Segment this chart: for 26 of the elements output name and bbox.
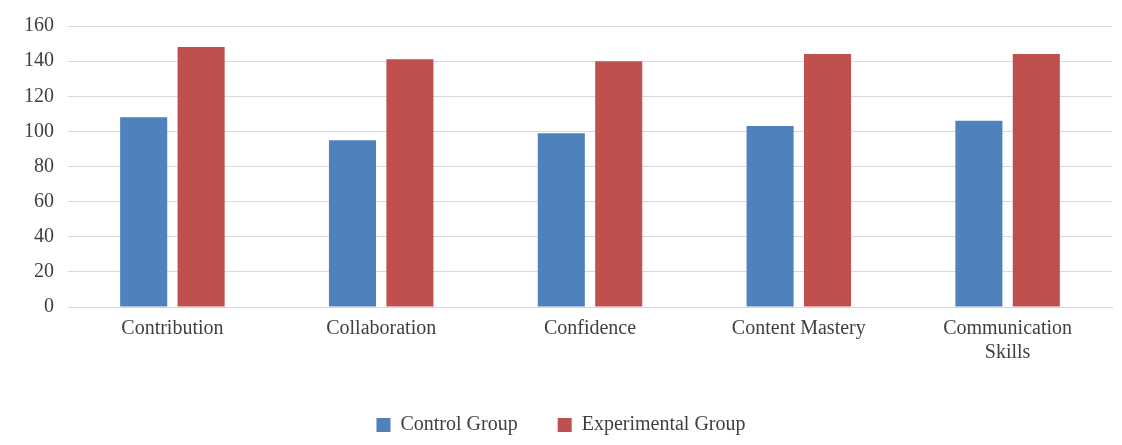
bar — [537, 133, 585, 307]
x-tick-label: Communication Skills — [943, 316, 1073, 363]
y-tick-label: 0 — [44, 294, 54, 317]
y-tick-label: 80 — [34, 153, 54, 176]
legend-label: Control Group — [400, 412, 518, 436]
x-tick-label: Collaboration — [326, 316, 437, 339]
x-tick-label: Confidence — [543, 316, 637, 339]
y-tick-label: 60 — [34, 188, 54, 211]
bar — [120, 117, 168, 307]
y-tick-label: 160 — [24, 13, 54, 36]
y-tick-label: 40 — [34, 224, 54, 246]
y-tick-label: 100 — [24, 118, 54, 141]
y-tick-label: 140 — [24, 48, 54, 71]
y-tick-label: 120 — [24, 83, 54, 106]
bar — [386, 59, 434, 307]
bar — [955, 120, 1003, 307]
bar — [177, 47, 225, 307]
x-tick-label: Content Mastery — [731, 316, 866, 340]
legend-label: Experimental Group — [581, 412, 746, 436]
bar — [1012, 54, 1060, 307]
x-tick-label: Contribution — [121, 316, 224, 339]
bar — [595, 61, 643, 307]
bar — [746, 126, 794, 307]
bar — [328, 140, 377, 307]
bar — [803, 54, 852, 307]
y-tick-label: 20 — [34, 259, 54, 282]
